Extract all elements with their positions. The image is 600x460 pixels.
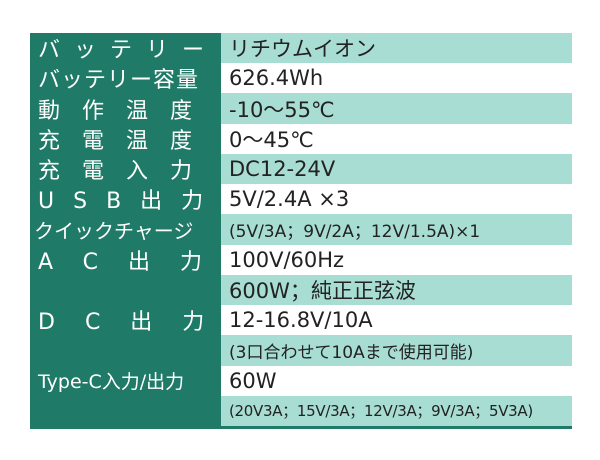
value-battery-capacity: 626.4Wh [221,63,572,94]
label-ac-output: AC出力 [30,244,221,275]
value-operating-temp: -10～55℃ [221,93,572,124]
label-charge-temp: 充電温度 [30,123,221,154]
label-operating-temp: 動作温度 [30,93,221,124]
label-battery: バッテリー [30,33,221,64]
value-battery: リチウムイオン [221,33,572,64]
label-charge-input: 充電入力 [30,153,221,185]
value-dc-output-line1: 12-16.8V/10A [221,305,572,336]
label-typec-cont [30,395,221,426]
label-quick-charge: クイックチャージ [30,214,221,245]
value-charge-temp: 0～45℃ [221,123,572,154]
label-ac-output-cont [30,274,221,306]
value-charge-input: DC12-24V [221,153,572,185]
value-quick-charge: (5V/3A；9V/2A；12V/1.5A)×1 [221,214,572,245]
value-dc-output-line2: (3口合わせて10Aまで使用可能) [221,335,572,366]
label-battery-capacity: バッテリー容量 [30,63,221,94]
label-dc-output-cont [30,335,221,366]
spec-table: バッテリー リチウムイオン バッテリー容量 626.4Wh 動作温度 -10～5… [30,33,572,429]
value-ac-output-line2: 600W；純正正弦波 [221,274,572,306]
value-typec-line2: (20V3A；15V/3A；12V/3A；9V/3A；5V3A) [221,395,572,426]
value-ac-output-line1: 100V/60Hz [221,244,572,275]
value-usb-output: 5V/2.4A ×3 [221,184,572,215]
label-typec: Type-C入力/出力 [30,365,221,396]
value-typec-line1: 60W [221,365,572,396]
label-dc-output: DC出力 [30,305,221,336]
label-usb-output: USB出力 [30,184,221,215]
label-battery-text: バッテリー [38,38,219,64]
